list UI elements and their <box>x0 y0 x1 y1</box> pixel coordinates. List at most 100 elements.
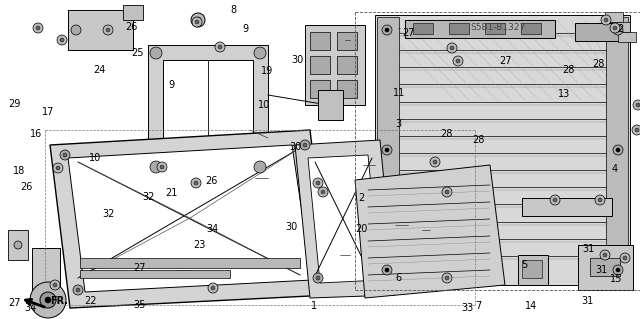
Bar <box>310 80 330 98</box>
Polygon shape <box>355 165 505 298</box>
Text: 11: 11 <box>392 87 405 98</box>
Circle shape <box>321 190 325 194</box>
Circle shape <box>45 297 51 303</box>
Circle shape <box>195 17 201 23</box>
Text: 8: 8 <box>230 5 237 15</box>
Bar <box>377 17 399 283</box>
Text: 18: 18 <box>13 166 26 176</box>
Bar <box>522 198 612 216</box>
Bar <box>485 23 505 34</box>
Circle shape <box>601 15 611 25</box>
Text: 31: 31 <box>595 264 608 275</box>
Polygon shape <box>50 130 330 308</box>
Bar <box>337 80 357 98</box>
Text: 34: 34 <box>24 303 37 313</box>
Circle shape <box>300 140 310 150</box>
Circle shape <box>610 23 620 33</box>
Text: 26: 26 <box>205 176 218 186</box>
Circle shape <box>613 26 617 30</box>
Bar <box>605 12 623 22</box>
Circle shape <box>191 178 201 188</box>
Text: 9: 9 <box>242 24 248 34</box>
Text: 19: 19 <box>261 66 274 76</box>
Text: 28: 28 <box>440 129 453 139</box>
Circle shape <box>103 25 113 35</box>
Circle shape <box>447 43 457 53</box>
Text: 32: 32 <box>142 192 155 202</box>
Bar <box>606 17 628 283</box>
Bar <box>518 255 548 285</box>
Circle shape <box>57 35 67 45</box>
Circle shape <box>71 25 81 35</box>
Text: 6: 6 <box>396 272 402 283</box>
Circle shape <box>40 292 56 308</box>
Bar <box>305 25 365 105</box>
Text: 25: 25 <box>131 48 144 58</box>
Circle shape <box>56 166 60 170</box>
Circle shape <box>613 25 623 35</box>
Circle shape <box>157 162 167 172</box>
Text: 10: 10 <box>258 100 271 110</box>
Bar <box>618 32 636 42</box>
Circle shape <box>453 56 463 66</box>
Text: 30: 30 <box>291 55 304 65</box>
Circle shape <box>616 28 620 32</box>
Bar <box>148 45 268 175</box>
Circle shape <box>313 178 323 188</box>
Circle shape <box>598 198 602 202</box>
Polygon shape <box>308 155 380 283</box>
Circle shape <box>76 288 80 292</box>
Circle shape <box>595 195 605 205</box>
Text: 28: 28 <box>472 135 485 145</box>
Text: 27: 27 <box>133 263 146 273</box>
Circle shape <box>254 47 266 59</box>
Circle shape <box>382 265 392 275</box>
Circle shape <box>450 46 454 50</box>
Text: FR.: FR. <box>50 296 68 306</box>
Text: 17: 17 <box>42 107 54 117</box>
Circle shape <box>385 28 389 32</box>
Circle shape <box>303 143 307 147</box>
Circle shape <box>191 13 205 27</box>
Circle shape <box>553 198 557 202</box>
Circle shape <box>254 161 266 173</box>
Circle shape <box>633 100 640 110</box>
Circle shape <box>14 241 22 249</box>
Text: 31: 31 <box>582 244 595 254</box>
Bar <box>163 60 253 160</box>
Bar <box>413 23 433 34</box>
Text: 30: 30 <box>289 142 302 152</box>
Text: 24: 24 <box>93 65 106 75</box>
Text: 1: 1 <box>310 301 317 311</box>
Circle shape <box>430 157 440 167</box>
Text: 14: 14 <box>525 301 538 311</box>
Bar <box>32 248 60 300</box>
Polygon shape <box>295 140 395 298</box>
Circle shape <box>632 125 640 135</box>
Circle shape <box>192 17 202 27</box>
Circle shape <box>316 276 320 280</box>
Text: 30: 30 <box>285 222 298 232</box>
Bar <box>522 260 542 278</box>
Circle shape <box>150 47 162 59</box>
Text: 28: 28 <box>592 59 605 69</box>
Circle shape <box>218 45 222 49</box>
Text: 20: 20 <box>355 224 368 234</box>
Circle shape <box>106 28 110 32</box>
Circle shape <box>603 253 607 257</box>
Text: 15: 15 <box>609 274 622 284</box>
Ellipse shape <box>225 222 255 238</box>
Circle shape <box>53 163 63 173</box>
Text: 27: 27 <box>402 27 415 38</box>
Polygon shape <box>68 145 312 292</box>
Bar <box>521 23 541 34</box>
Circle shape <box>600 250 610 260</box>
Circle shape <box>211 286 215 290</box>
Circle shape <box>636 103 640 107</box>
Text: 33: 33 <box>461 303 474 313</box>
Text: 23: 23 <box>193 240 206 250</box>
Circle shape <box>616 268 620 272</box>
Text: 5: 5 <box>522 260 528 270</box>
Text: 13: 13 <box>558 89 571 99</box>
Circle shape <box>30 282 66 318</box>
